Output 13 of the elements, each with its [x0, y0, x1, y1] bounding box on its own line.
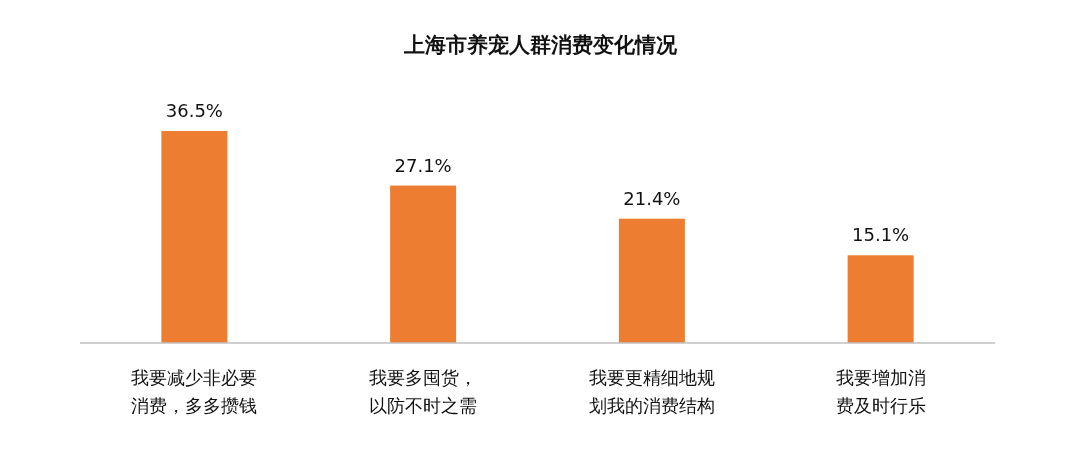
x-tick-label: 我要增加消费及时行乐	[835, 367, 926, 416]
x-tick-label: 我要多囤货，以防不时之需	[369, 367, 478, 416]
bar	[618, 218, 685, 343]
bar	[390, 185, 457, 343]
data-label: 36.5%	[165, 100, 223, 121]
bar	[847, 255, 914, 343]
chart-title: 上海市养宠人群消费变化情况	[402, 33, 678, 57]
x-tick-label: 我要减少非必要消费，多多攒钱	[131, 367, 258, 416]
data-label: 21.4%	[623, 187, 681, 209]
x-tick-label: 我要更精细地规划我的消费结构	[588, 367, 715, 416]
data-label: 27.1%	[394, 154, 452, 176]
data-label: 15.1%	[852, 224, 910, 246]
bar	[161, 131, 228, 343]
